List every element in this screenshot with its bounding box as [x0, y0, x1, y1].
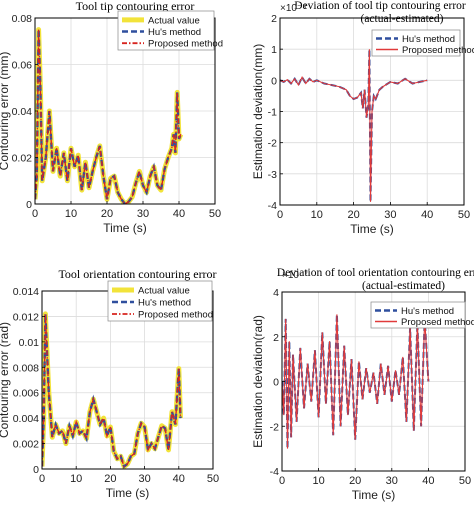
y-tick-label: 2 [273, 332, 279, 344]
x-tick-label: 20 [101, 208, 113, 220]
legend-label: Proposed method [401, 317, 474, 328]
y-tick-label: 4 [273, 287, 279, 299]
y-tick-label: 1 [271, 44, 277, 56]
series-proposed-method [282, 314, 429, 449]
x-axis-label: Time (s) [350, 222, 394, 236]
series-proposed-method [35, 29, 182, 204]
chart-subtitle: (actual-estimated) [362, 280, 445, 292]
y-tick-label: 0.014 [13, 286, 39, 298]
y-tick-label: 0.08 [12, 13, 33, 25]
legend-label: Hu's method [402, 34, 455, 45]
series-group [42, 311, 183, 469]
y-tick-label: -4 [268, 200, 277, 212]
legend-box [370, 301, 466, 329]
legend-label: Actual value [138, 286, 190, 297]
y-tick-label: 0 [26, 199, 32, 211]
y-tick-label: 0 [33, 464, 39, 476]
y-tick-label: 0 [271, 75, 277, 87]
y-tick-label: 0.04 [12, 106, 33, 118]
y-tick-label: 0.06 [12, 60, 33, 72]
chart-title: Tool orientation contouring error [58, 267, 216, 281]
legend-label: Hu's method [401, 306, 454, 317]
x-tick-label: 0 [39, 473, 45, 485]
x-tick-label: 10 [312, 475, 324, 487]
y-tick-label: -2 [268, 138, 277, 150]
y-tick-label: 2 [271, 13, 277, 25]
x-tick-label: 50 [207, 473, 219, 485]
y-tick-label: 0.002 [13, 439, 39, 451]
x-tick-label: 20 [347, 209, 359, 221]
x-axis-label: Time (s) [106, 486, 150, 500]
y-tick-label: 0.012 [13, 311, 39, 323]
y-tick-label: -2 [270, 421, 279, 433]
series-group [35, 27, 184, 204]
series-group [282, 314, 430, 449]
chart-panel-2: 0 10 20 30 40 50 -4 -3 -2 -1 0 1 2 Time (s) Estimation… [251, 0, 474, 236]
y-tick-label: -1 [268, 107, 277, 119]
x-tick-label: 50 [458, 209, 470, 221]
series-proposed-method [280, 49, 428, 202]
chart-title: Deviation of tool tip contouring error [294, 0, 466, 12]
x-axis-label: Time (s) [103, 221, 147, 235]
x-tick-label: 40 [173, 473, 185, 485]
x-tick-label: 20 [104, 473, 116, 485]
y-tick-label: 0.02 [12, 153, 33, 165]
x-tick-label: 30 [138, 473, 150, 485]
chart-panel-1: 0 10 20 30 40 50 0 0.02 0.04 0.06 0.08 Time (s) Cont… [0, 0, 223, 235]
legend-label: Hu's method [148, 27, 201, 38]
y-tick-label: 0.008 [13, 362, 39, 374]
y-tick-label: 0.01 [19, 337, 40, 349]
x-tick-label: 0 [279, 475, 285, 487]
y-tick-label: 0.004 [13, 413, 39, 425]
x-tick-label: 30 [386, 475, 398, 487]
x-tick-label: 0 [277, 209, 283, 221]
legend-label: Hu's method [138, 298, 191, 309]
chart-panel-3: 0 10 20 30 40 50 0 0.002 0.004 0.006 0.008 0.01 0.01… [0, 267, 219, 500]
x-axis-label: Time (s) [352, 488, 396, 502]
chart-title: Tool tip contouring error [76, 0, 195, 13]
x-tick-label: 50 [459, 475, 471, 487]
y-tick-label: 0 [273, 377, 279, 389]
legend-label: Proposed method [402, 45, 474, 56]
x-tick-label: 30 [137, 208, 149, 220]
series-group [280, 49, 428, 202]
x-tick-label: 50 [209, 208, 221, 220]
axis-exponent: ×10⁻⁸ [280, 3, 306, 14]
y-axis-label: Estimation deviation(rad) [251, 315, 265, 448]
legend-label: Actual value [148, 15, 200, 26]
x-tick-label: 10 [70, 473, 82, 485]
x-tick-label: 40 [422, 475, 434, 487]
chart-panel-4: 0 10 20 30 40 50 -4 -2 0 2 4 Time (s) Estimation dev… [251, 267, 474, 502]
y-axis-label: Estimation deviation(mm) [251, 44, 265, 179]
series-proposed-method [42, 313, 182, 468]
y-axis-label: Contouring error (mm) [0, 52, 11, 171]
x-tick-label: 10 [65, 208, 77, 220]
legend-label: Proposed method [138, 310, 213, 321]
legend-label: Proposed method [148, 39, 223, 50]
x-tick-label: 30 [384, 209, 396, 221]
y-tick-label: -4 [270, 466, 279, 478]
y-tick-label: 0.006 [13, 388, 39, 400]
y-tick-label: -3 [268, 169, 277, 181]
legend-box [371, 29, 461, 57]
x-tick-label: 40 [421, 209, 433, 221]
y-axis-label: Contouring error (rad) [0, 322, 11, 438]
x-tick-label: 20 [349, 475, 361, 487]
x-tick-label: 40 [173, 208, 185, 220]
axis-exponent: ×10⁻⁷ [282, 270, 308, 281]
chart-subtitle: (actual-estimated) [360, 13, 443, 25]
chart-title: Deviation of tool orientation contouring… [277, 267, 474, 279]
x-tick-label: 10 [311, 209, 323, 221]
x-tick-label: 0 [32, 208, 38, 220]
